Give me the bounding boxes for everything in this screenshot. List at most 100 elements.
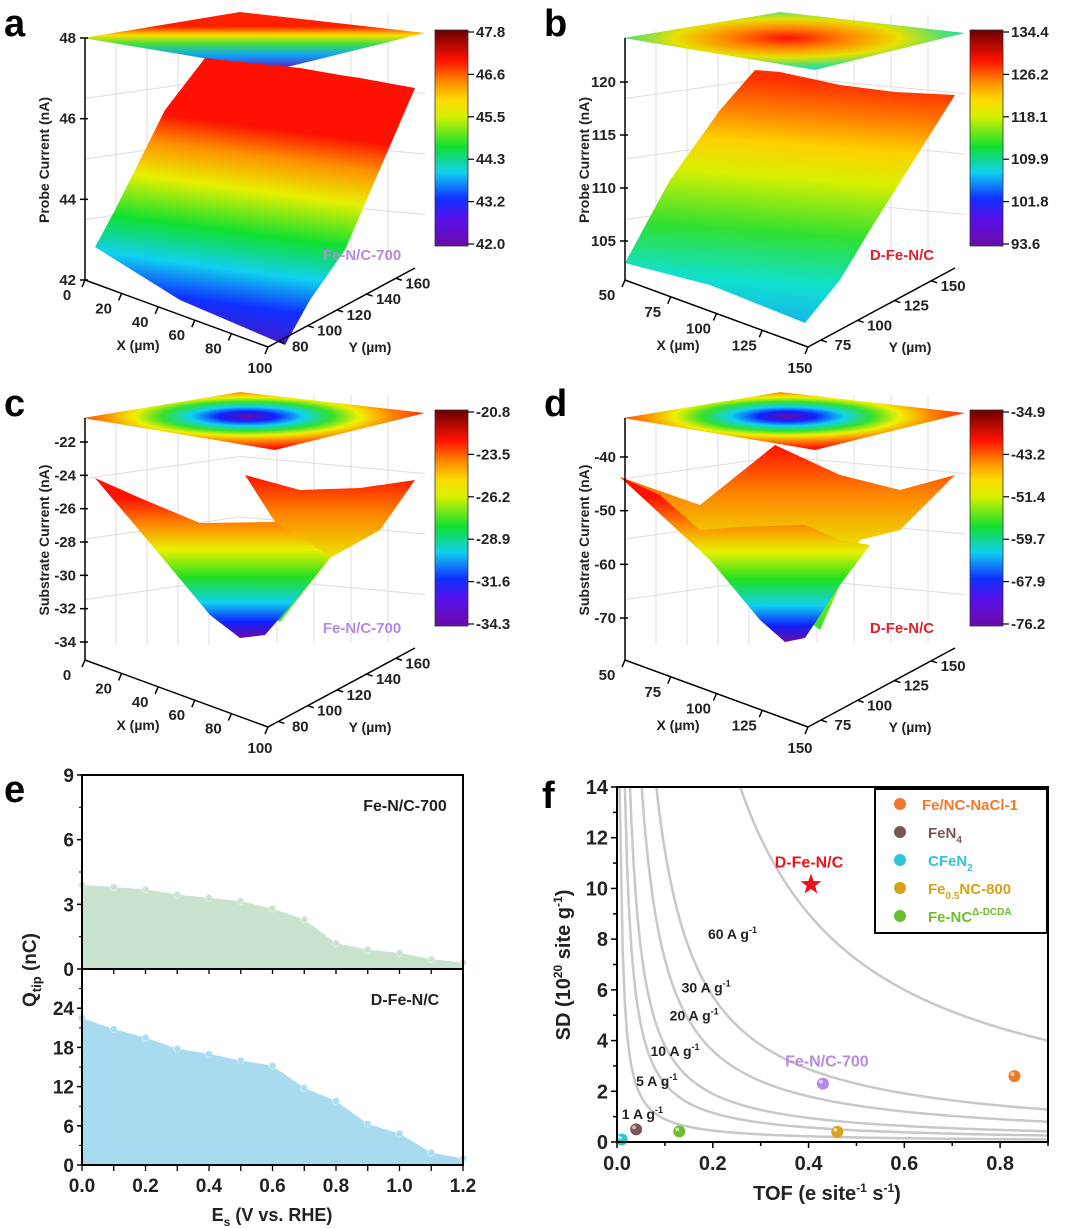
axes	[84, 418, 416, 728]
legend-marker	[894, 854, 906, 866]
y-tick	[336, 689, 344, 693]
y-tick-label: 125	[904, 678, 929, 695]
y-axis-label: Y (µm)	[889, 719, 932, 735]
data-point	[332, 939, 340, 947]
y-tick-label: 6	[597, 980, 608, 1002]
data-point	[427, 955, 435, 964]
x-tick	[621, 659, 626, 668]
data-point	[816, 1077, 829, 1090]
top-projection-map	[623, 392, 965, 450]
x-tick-label: 1.2	[450, 1176, 476, 1197]
z-tick-label: 110	[592, 180, 616, 197]
y-tick	[278, 720, 285, 725]
colorbar-tick-label: 42.0	[476, 236, 505, 253]
y-tick-label: 160	[405, 655, 430, 672]
y-axis-line	[807, 267, 956, 348]
legend: Fe/NC-NaCl-1 FeN4 CFeN2 Fe0.5NC-800 Fe-NCΔ-D…	[874, 788, 1048, 934]
x-axis-label: X (µm)	[116, 717, 159, 733]
point-label: Fe-N/C-700	[785, 1054, 869, 1071]
x-tick-label: 0.0	[603, 1153, 631, 1175]
colorbar-tick-label: 44.3	[476, 151, 505, 168]
x-tick-label: 150	[787, 740, 812, 757]
x-tick-label: 0.8	[986, 1153, 1014, 1175]
panel-f-activity-scatter-chart: f 1 A g-1 5 A g-1 10 A g-1 20 A g-1 30 A g-1 6…	[542, 775, 1049, 1205]
y-tick	[278, 340, 285, 345]
area-fe-n-c-700	[82, 884, 463, 969]
z-tick-label: 120	[591, 74, 616, 91]
x-tick-label: 60	[168, 327, 185, 344]
x-tick-label: 100	[686, 701, 711, 718]
colorbar-tick-label: 109.9	[1011, 151, 1049, 168]
panel-a-probe-current-surface: a 42 44 46 48 Probe Current (nA) 0 20 40 60 80 100 X…	[4, 3, 505, 377]
x-tick	[264, 346, 269, 355]
iso-line-label: 30 A g-1	[682, 978, 731, 995]
colorbar-tick-label: 101.8	[1011, 194, 1049, 211]
y-axis-label: Y (µm)	[889, 339, 932, 355]
y-tick-label: 0	[63, 1156, 74, 1177]
x-axis-label: TOF (e site-1 s-1)	[753, 1181, 901, 1205]
iso-line-label: 60 A g-1	[708, 925, 757, 942]
sample-label: D-Fe-N/C	[870, 620, 934, 637]
data-point	[268, 904, 277, 913]
x-tick-label: 0.2	[699, 1153, 727, 1175]
iso-line-label: 5 A g-1	[636, 1072, 677, 1089]
y-tick-label: 24	[53, 999, 75, 1020]
z-tick-label: 115	[592, 127, 616, 144]
legend-label: Fe-NCΔ-DCDA	[928, 907, 1012, 926]
x-tick	[154, 306, 159, 315]
panel-letter: e	[4, 769, 25, 811]
panel-c-substrate-current-surface: c -22 -24 -26 -28 -30 -32 -34 Substrate Current …	[4, 383, 510, 757]
x-tick-label: 100	[247, 740, 272, 757]
axes	[84, 38, 416, 348]
y-tick-label: 75	[835, 337, 852, 354]
z-tick-label: -26	[54, 501, 76, 518]
x-tick	[804, 726, 809, 735]
y-tick-label: 80	[292, 338, 309, 355]
data-point	[364, 1120, 372, 1128]
y-tick-label: 125	[904, 298, 929, 315]
colorbar-tick-label: -26.2	[476, 489, 510, 506]
data-point-highlight	[818, 1079, 823, 1084]
y-tick	[820, 339, 828, 343]
z-tick-label: -30	[54, 567, 76, 584]
x-axis-line	[84, 659, 269, 728]
colorbar	[434, 29, 469, 247]
x-tick	[758, 709, 763, 718]
y-tick-label: 120	[347, 307, 372, 324]
x-tick-label: 80	[205, 341, 222, 358]
legend-label: Fe/NC-NaCl-1	[922, 797, 1018, 814]
z-tick-label: -34	[54, 634, 76, 651]
x-tick-label: 75	[644, 304, 661, 321]
y-tick	[307, 704, 314, 709]
x-tick-label: 0.4	[196, 1176, 223, 1197]
x-tick	[117, 673, 123, 681]
y-tick-label: 100	[867, 697, 892, 714]
iso-line-30	[655, 787, 1048, 1111]
iso-line-label: 1 A g-1	[622, 1105, 663, 1122]
z-tick-label: 42	[59, 272, 76, 289]
y-axis-label: Y (µm)	[349, 719, 392, 735]
data-point	[173, 1044, 181, 1053]
z-tick-label: -70	[594, 610, 616, 627]
y-tick	[366, 673, 373, 677]
x-axis-label: X (µm)	[656, 337, 699, 353]
x-tick-label: 0.8	[323, 1176, 349, 1197]
surface-front	[620, 477, 870, 642]
colorbar-tick-label: -20.8	[476, 404, 510, 421]
panel-letter: f	[542, 775, 555, 817]
y-tick	[395, 277, 403, 281]
x-tick-label: 0.2	[132, 1176, 158, 1197]
y-tick-label: 100	[317, 703, 342, 720]
data-point	[673, 1125, 686, 1138]
y-axis-label: Qtip (nC)	[20, 933, 44, 1007]
x-tick-label: 50	[599, 287, 616, 304]
legend-marker	[894, 910, 906, 922]
y-axis-line	[267, 647, 416, 728]
z-tick-label: 48	[59, 30, 76, 47]
x-tick	[667, 296, 672, 305]
panel-letter: c	[4, 383, 25, 425]
y-tick-label: 140	[376, 291, 401, 308]
colorbar-tick-label: -59.7	[1011, 531, 1045, 548]
z-tick-label: -50	[594, 503, 616, 520]
